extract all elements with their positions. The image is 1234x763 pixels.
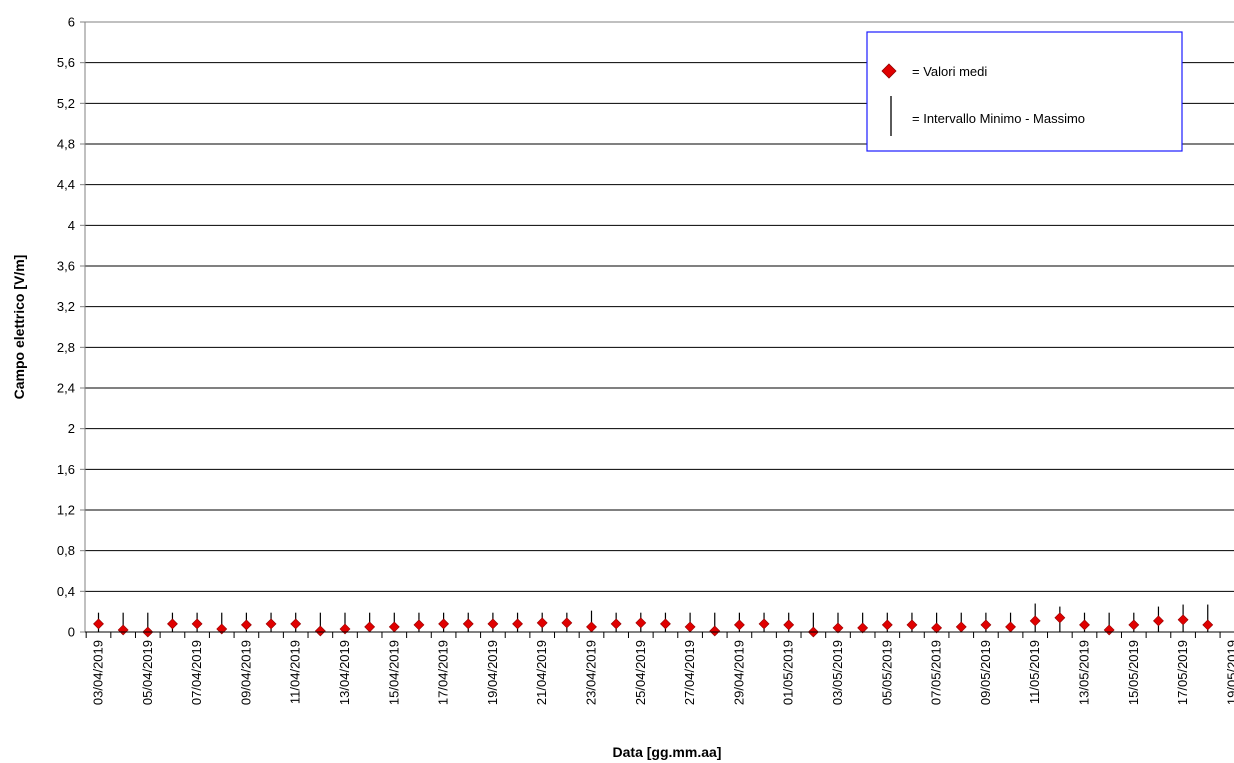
x-tick-label: 13/04/2019 bbox=[337, 640, 352, 705]
x-tick-label: 15/05/2019 bbox=[1126, 640, 1141, 705]
x-tick-label: 09/05/2019 bbox=[978, 640, 993, 705]
x-tick-label: 11/05/2019 bbox=[1027, 640, 1042, 704]
mean-point bbox=[487, 618, 499, 630]
mean-point bbox=[1079, 619, 1090, 631]
x-tick-label: 13/05/2019 bbox=[1077, 640, 1092, 705]
mean-point bbox=[758, 618, 770, 630]
y-tick-label: 5,2 bbox=[57, 96, 75, 111]
mean-point bbox=[906, 619, 918, 631]
mean-point bbox=[536, 617, 548, 629]
y-tick-label: 3,6 bbox=[57, 259, 75, 274]
mean-point bbox=[191, 618, 203, 630]
y-tick-label: 2 bbox=[68, 421, 75, 436]
x-tick-label: 07/04/2019 bbox=[189, 640, 204, 705]
y-tick-label: 1,6 bbox=[57, 462, 75, 477]
x-tick-label: 05/04/2019 bbox=[140, 640, 155, 705]
y-tick-label: 2,8 bbox=[57, 340, 75, 355]
mean-point bbox=[1103, 624, 1115, 636]
mean-point bbox=[364, 621, 376, 633]
mean-point bbox=[117, 624, 129, 636]
min-max-ranges bbox=[97, 603, 1209, 632]
x-tick-label: 11/04/2019 bbox=[288, 640, 303, 704]
y-tick-label: 0 bbox=[68, 625, 75, 640]
mean-point bbox=[660, 618, 671, 630]
x-tick-label: 07/05/2019 bbox=[929, 640, 944, 705]
mean-point bbox=[1202, 619, 1214, 631]
x-tick-label: 05/05/2019 bbox=[879, 640, 894, 705]
mean-point bbox=[881, 619, 893, 631]
x-tick-label: 23/04/2019 bbox=[584, 640, 599, 705]
mean-point bbox=[1153, 615, 1164, 627]
y-tick-label: 3,2 bbox=[57, 299, 75, 314]
x-tick-label: 01/05/2019 bbox=[781, 640, 796, 705]
y-tick-label: 2,4 bbox=[57, 381, 75, 396]
mean-point bbox=[783, 619, 795, 631]
mean-point bbox=[462, 618, 474, 630]
mean-point bbox=[512, 618, 523, 630]
y-axis-title: Campo elettrico [V/m] bbox=[11, 255, 27, 400]
mean-point bbox=[413, 619, 425, 631]
mean-point bbox=[561, 617, 573, 629]
x-tick-label: 19/05/2019 bbox=[1224, 640, 1234, 705]
mean-point bbox=[339, 623, 351, 635]
x-tick-label: 15/04/2019 bbox=[386, 640, 401, 705]
x-tick-label: 03/05/2019 bbox=[830, 640, 845, 705]
mean-point bbox=[931, 622, 943, 634]
legend: = Valori medi = Intervallo Minimo - Mass… bbox=[866, 31, 1183, 152]
y-tick-label: 0,4 bbox=[57, 584, 75, 599]
mean-point bbox=[167, 618, 178, 630]
mean-point bbox=[1128, 619, 1140, 631]
x-tick-label: 29/04/2019 bbox=[731, 640, 746, 705]
y-tick-label: 4,4 bbox=[57, 177, 75, 192]
mean-points bbox=[93, 612, 1214, 638]
mean-point bbox=[955, 621, 967, 633]
legend-label-range: = Intervallo Minimo - Massimo bbox=[912, 111, 1085, 126]
x-tick-label: 17/04/2019 bbox=[436, 640, 451, 705]
mean-point bbox=[980, 619, 992, 631]
mean-point bbox=[290, 618, 302, 630]
mean-point bbox=[388, 621, 400, 633]
mean-point bbox=[1005, 621, 1016, 633]
y-tick-label: 4,8 bbox=[57, 137, 75, 152]
mean-point bbox=[1029, 615, 1041, 627]
mean-point bbox=[857, 622, 869, 634]
y-tick-label: 0,8 bbox=[57, 543, 75, 558]
mean-point bbox=[438, 618, 450, 630]
x-tick-label: 17/05/2019 bbox=[1175, 640, 1190, 705]
legend-box bbox=[866, 31, 1183, 152]
x-axis-ticks: 03/04/2019 05/04/2019 07/04/2019 09/04/2019… bbox=[85, 632, 1234, 705]
y-axis-ticks: 0 0,4 0,8 1,2 1,6 2 2,4 2,8 3,2 3,6 4 4,4 4,8 5,2 5,6 6 bbox=[57, 15, 85, 640]
mean-point bbox=[240, 619, 252, 631]
x-tick-label: 21/04/2019 bbox=[534, 640, 549, 705]
mean-point bbox=[314, 625, 326, 637]
legend-label-mean: = Valori medi bbox=[912, 64, 987, 79]
y-tick-label: 4 bbox=[68, 218, 75, 233]
mean-point bbox=[684, 621, 696, 633]
mean-point bbox=[265, 618, 277, 630]
mean-point bbox=[709, 625, 721, 637]
mean-point bbox=[93, 618, 104, 630]
y-tick-label: 6 bbox=[68, 15, 75, 30]
mean-point bbox=[216, 623, 228, 635]
mean-point bbox=[1177, 614, 1189, 626]
mean-point bbox=[1054, 612, 1066, 624]
mean-point bbox=[733, 619, 745, 631]
x-tick-label: 19/04/2019 bbox=[485, 640, 500, 705]
y-tick-label: 1,2 bbox=[57, 503, 75, 518]
y-tick-label: 5,6 bbox=[57, 55, 75, 70]
mean-point bbox=[635, 617, 647, 629]
x-tick-label: 25/04/2019 bbox=[633, 640, 648, 705]
mean-point bbox=[832, 622, 844, 634]
mean-point bbox=[610, 618, 622, 630]
legend-diamond-icon bbox=[881, 63, 897, 79]
x-tick-label: 03/04/2019 bbox=[91, 640, 106, 705]
mean-point bbox=[586, 621, 597, 633]
x-tick-label: 27/04/2019 bbox=[682, 640, 697, 705]
x-tick-label: 09/04/2019 bbox=[238, 640, 253, 705]
x-axis-title: Data [gg.mm.aa] bbox=[613, 744, 722, 760]
